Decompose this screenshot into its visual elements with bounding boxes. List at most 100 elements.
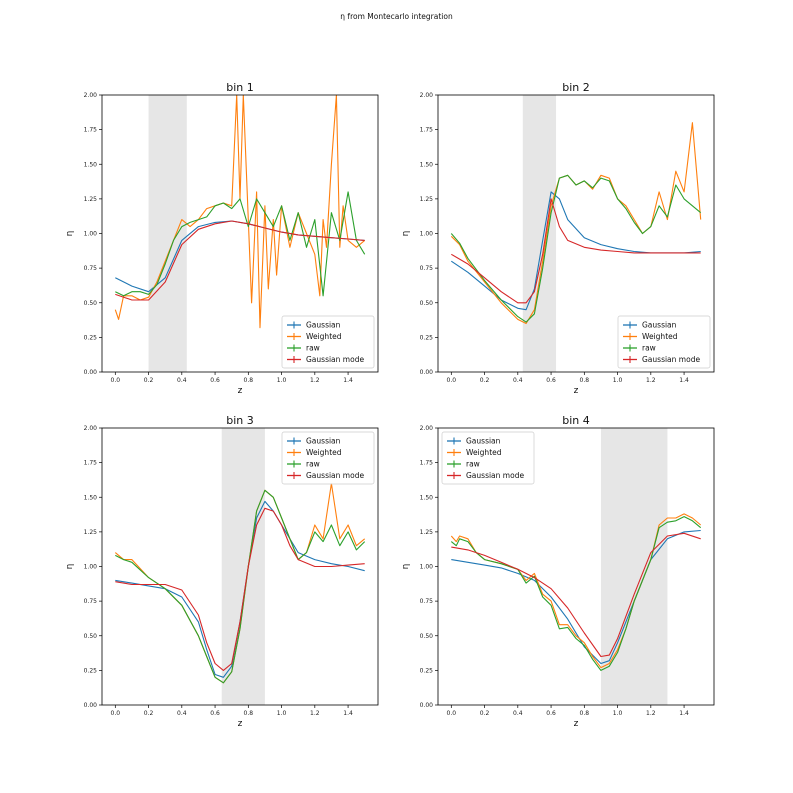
x-tick-label: 0.2 [480, 710, 490, 717]
legend-box [281, 431, 375, 485]
panel-2: 0.0 0.2 0.4 0.6 0.8 1.0 1.2 1.4 0.00 0.25 0.50 0.75… [401, 81, 715, 396]
x-tick-label: 0.6 [546, 377, 556, 384]
y-tick-label: 1.75 [84, 127, 98, 134]
series-group [114, 482, 366, 684]
legend-entry: Gaussian mode [306, 471, 364, 480]
series-line-gaussian-mode [115, 507, 365, 671]
legend-entry: raw [306, 460, 320, 469]
y-tick-label: 2.00 [84, 425, 98, 432]
y-tick-label: 0.00 [420, 369, 434, 376]
legend-entry: raw [642, 344, 656, 353]
x-tick-label: 0.4 [177, 710, 187, 717]
y-tick-label: 0.50 [84, 633, 98, 640]
y-tick-label: 1.25 [420, 529, 434, 536]
x-tick-label: 1.0 [277, 377, 287, 384]
y-tick-label: 1.75 [420, 460, 434, 467]
x-tick-label: 0.0 [447, 710, 457, 717]
x-tick-label: 0.8 [580, 377, 590, 384]
y-tick-label: 1.00 [420, 564, 434, 571]
y-tick-label: 0.25 [420, 667, 434, 674]
series-line-gaussian-mode [451, 532, 701, 658]
panel-title: bin 2 [562, 81, 590, 94]
y-tick-label: 1.25 [84, 529, 98, 536]
y-axis-label: η [65, 564, 75, 570]
x-tick-label: 1.4 [343, 377, 353, 384]
x-tick-label: 0.4 [177, 377, 187, 384]
y-tick-label: 1.25 [420, 196, 434, 203]
x-tick-label: 1.2 [310, 710, 320, 717]
y-tick-label: 1.50 [84, 161, 98, 168]
y-tick-label: 0.75 [420, 265, 434, 272]
x-tick-label: 0.8 [244, 710, 254, 717]
legend-entry: Gaussian mode [642, 355, 700, 364]
figure-suptitle: η from Montecarlo integration [340, 12, 453, 21]
y-tick-label: 1.25 [84, 196, 98, 203]
y-tick-label: 0.50 [84, 300, 98, 307]
y-tick-label: 1.00 [420, 231, 434, 238]
legend: Gaussian Weighted raw Gaussian mode [441, 431, 535, 485]
x-tick-label: 1.0 [613, 377, 623, 384]
series-line-raw [450, 516, 702, 671]
legend: Gaussian Weighted raw Gaussian mode [281, 315, 375, 369]
series-group [450, 122, 702, 325]
y-tick-label: 0.50 [420, 300, 434, 307]
x-tick-label: 0.0 [111, 710, 121, 717]
x-tick-label: 1.2 [646, 710, 656, 717]
y-tick-label: 1.50 [420, 494, 434, 501]
y-tick-label: 0.75 [84, 598, 98, 605]
y-tick-label: 2.00 [84, 92, 98, 99]
series-line-gaussian [450, 191, 701, 311]
y-tick-label: 0.50 [420, 633, 434, 640]
series-group [450, 513, 702, 671]
y-tick-label: 1.75 [420, 127, 434, 134]
series-line-weighted [450, 122, 702, 325]
series-group [114, 95, 366, 329]
shaded-band [522, 95, 557, 372]
x-tick-label: 0.6 [210, 710, 220, 717]
series-line-raw [115, 191, 366, 297]
y-axis-label: η [65, 231, 75, 237]
x-tick-label: 0.4 [513, 710, 523, 717]
y-tick-label: 0.00 [84, 702, 98, 709]
legend-entry: Weighted [642, 332, 678, 341]
x-tick-label: 0.2 [144, 377, 154, 384]
panel-3: 0.0 0.2 0.4 0.6 0.8 1.0 1.2 1.4 0.00 0.25 0.50 0.75… [65, 414, 379, 729]
x-axis-label: z [238, 719, 243, 729]
legend-box [281, 315, 375, 369]
series-line-weighted [114, 95, 366, 329]
series-line-gaussian-mode [115, 220, 365, 301]
y-tick-label: 1.75 [84, 460, 98, 467]
x-tick-label: 0.4 [513, 377, 523, 384]
legend-box [617, 315, 711, 369]
x-tick-label: 1.2 [646, 377, 656, 384]
x-tick-label: 0.2 [480, 377, 490, 384]
x-tick-label: 0.6 [210, 377, 220, 384]
y-tick-label: 0.75 [420, 598, 434, 605]
y-tick-label: 0.25 [84, 334, 98, 341]
legend-entry: Gaussian [306, 321, 341, 330]
legend-box [441, 431, 535, 485]
x-tick-label: 1.0 [613, 710, 623, 717]
y-tick-label: 1.00 [84, 564, 98, 571]
x-tick-label: 0.0 [111, 377, 121, 384]
x-tick-label: 0.2 [144, 710, 154, 717]
y-axis-label: η [401, 231, 411, 237]
legend-entry: raw [466, 460, 480, 469]
y-axis-label: η [401, 564, 411, 570]
series-line-gaussian-mode [451, 198, 701, 304]
panel-title: bin 4 [562, 414, 590, 427]
legend-entry: Weighted [306, 332, 342, 341]
legend-entry: raw [306, 344, 320, 353]
y-tick-label: 1.50 [420, 161, 434, 168]
shaded-band [148, 95, 187, 372]
x-tick-label: 1.4 [679, 710, 689, 717]
x-axis-label: z [574, 386, 579, 396]
y-tick-label: 0.25 [420, 334, 434, 341]
panel-title: bin 3 [226, 414, 254, 427]
panel-4: 0.0 0.2 0.4 0.6 0.8 1.0 1.2 1.4 0.00 0.25 0.50 0.75… [401, 414, 715, 729]
panel-title: bin 1 [226, 81, 254, 94]
y-tick-label: 1.00 [84, 231, 98, 238]
x-axis-label: z [238, 386, 243, 396]
legend-entry: Gaussian [642, 321, 677, 330]
